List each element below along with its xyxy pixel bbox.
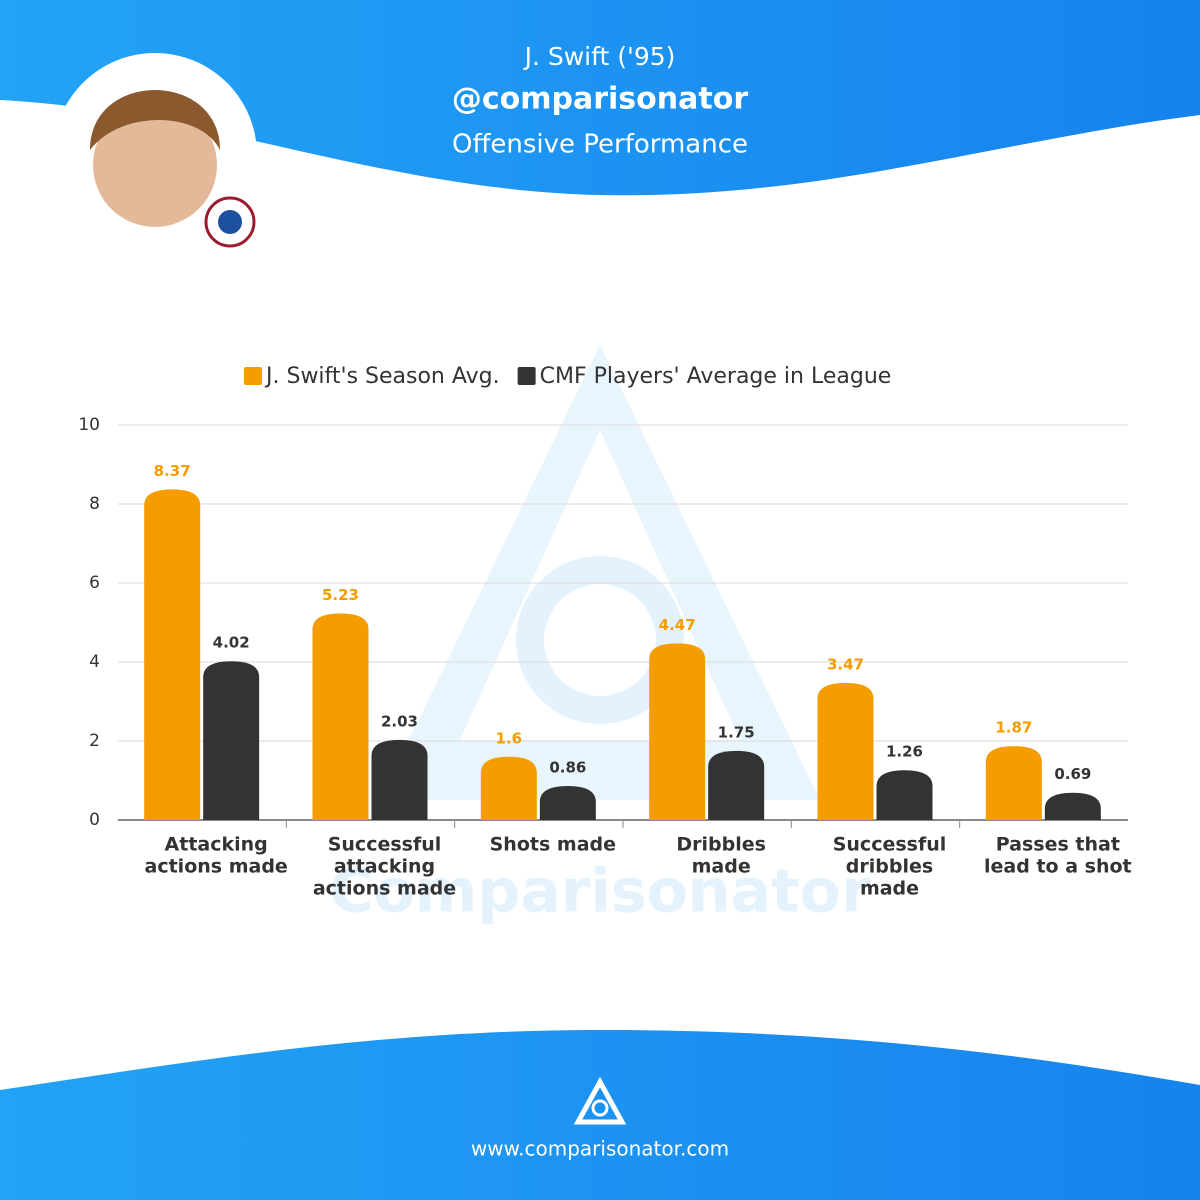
value-label: 4.02 <box>213 634 250 652</box>
x-tick-label: made <box>692 856 751 878</box>
avatar-face <box>93 103 217 227</box>
bar <box>539 786 596 820</box>
x-tick-label: dribbles <box>846 856 933 878</box>
player-name: J. Swift ('95) <box>523 42 676 71</box>
legend-swatch <box>244 367 262 385</box>
footer-url: www.comparisonator.com <box>471 1137 729 1161</box>
x-tick-label: actions made <box>145 856 288 878</box>
footer-logo-swirl <box>591 1099 609 1117</box>
bar <box>312 613 369 820</box>
x-tick-label: Passes that <box>996 834 1120 856</box>
value-label: 0.69 <box>1054 765 1091 783</box>
y-tick-label: 8 <box>89 494 100 514</box>
header-band <box>0 0 1200 196</box>
x-tick-label: Shots made <box>490 834 616 856</box>
bar <box>480 756 537 820</box>
y-tick-label: 6 <box>89 573 100 593</box>
legend-label: J. Swift's Season Avg. <box>264 364 500 389</box>
x-tick-label: Successful <box>833 834 947 856</box>
value-label: 0.86 <box>549 759 586 777</box>
y-tick-label: 2 <box>89 731 100 751</box>
watermark-swirl <box>516 556 684 724</box>
avatar-hair <box>90 90 220 150</box>
footer-logo <box>573 1076 627 1125</box>
x-tick-label: Dribbles <box>676 834 766 856</box>
legend-label: CMF Players' Average in League <box>540 364 892 389</box>
x-tick-label: Successful <box>328 834 442 856</box>
x-tick-label: Attacking <box>165 834 268 856</box>
y-tick-label: 0 <box>89 810 100 830</box>
bar <box>708 750 765 820</box>
value-label: 1.26 <box>886 743 923 761</box>
value-label: 2.03 <box>381 712 418 730</box>
x-tick-label: lead to a shot <box>984 856 1132 878</box>
value-label: 4.47 <box>659 616 696 634</box>
bar <box>876 770 933 820</box>
bar <box>1044 792 1101 820</box>
y-tick-label: 10 <box>78 415 100 435</box>
x-tick-label: made <box>860 878 919 900</box>
chart: 0 2 4 6 8 10 J. Swift's Season Avg. CMF Players… <box>78 364 1131 900</box>
club-badge-inner <box>218 210 242 234</box>
x-tick-label: actions made <box>313 878 456 900</box>
bar <box>371 739 428 820</box>
value-label: 8.37 <box>154 462 191 480</box>
value-label: 3.47 <box>827 655 864 673</box>
bar <box>649 643 706 820</box>
x-tick-label: attacking <box>334 856 435 878</box>
value-label: 1.87 <box>995 719 1032 737</box>
subtitle: Offensive Performance <box>452 130 748 160</box>
bar <box>203 661 260 820</box>
value-label: 1.6 <box>496 729 523 747</box>
watermark-text: Comparisonator <box>330 857 871 927</box>
value-label: 1.75 <box>718 723 755 741</box>
legend-swatch <box>517 367 536 385</box>
y-tick-label: 4 <box>89 652 100 672</box>
bar <box>985 746 1042 820</box>
handle: @comparisonator <box>452 82 748 117</box>
bar <box>144 489 201 820</box>
value-label: 5.23 <box>322 586 359 604</box>
bar <box>817 682 874 820</box>
